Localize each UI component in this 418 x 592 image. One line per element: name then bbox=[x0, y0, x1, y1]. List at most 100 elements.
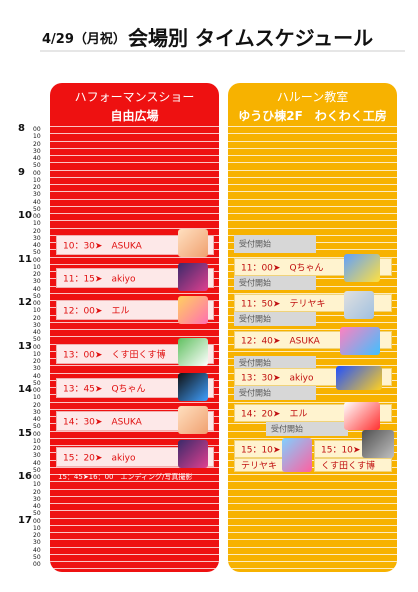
grid-line bbox=[50, 430, 219, 432]
grid-line bbox=[228, 524, 397, 526]
grid-line bbox=[228, 474, 397, 475]
grid-line bbox=[50, 133, 219, 135]
grid-line bbox=[228, 481, 397, 483]
slot-label: 13：45➤ Qちゃん bbox=[63, 384, 146, 395]
reception-label: 受付開始 bbox=[239, 314, 271, 324]
schedule-slot: 10：30➤ ASUKA bbox=[56, 235, 214, 255]
minute-label: 00 bbox=[33, 126, 41, 133]
panel-venue: ゆうひ棟2F わくわく工房 bbox=[238, 109, 387, 123]
slot-label: 10：30➤ ASUKA bbox=[63, 241, 142, 252]
slot-label: 15：10➤ bbox=[321, 445, 361, 456]
minute-label: 00 bbox=[33, 474, 41, 481]
grid-line bbox=[228, 155, 397, 156]
page-header: 4/29（月祝） 会場別 タイムスケジュール bbox=[0, 22, 418, 50]
slot-label: 14：30➤ ASUKA bbox=[63, 417, 142, 428]
grid-line bbox=[50, 256, 219, 258]
minute-label: 30 bbox=[33, 408, 41, 416]
schedule-slot: 11：15➤ akiyo bbox=[56, 268, 214, 288]
slot-label: くす田くす博 bbox=[321, 461, 376, 472]
slot-label: 15：20➤ akiyo bbox=[63, 453, 136, 464]
grid-line bbox=[228, 517, 397, 519]
reception-label: 受付開始 bbox=[239, 358, 271, 368]
minute-label: 30 bbox=[33, 495, 41, 503]
minute-label: 00 bbox=[33, 300, 41, 307]
minute-label: 40 bbox=[33, 546, 41, 554]
grid-line bbox=[50, 445, 219, 446]
minute-label: 00 bbox=[33, 430, 41, 438]
grid-line bbox=[50, 401, 219, 403]
minute-label: 40 bbox=[33, 285, 41, 293]
slot-label: 11：15➤ akiyo bbox=[63, 274, 136, 285]
minute-label: 50 bbox=[33, 379, 41, 387]
grid-line bbox=[228, 213, 397, 214]
minute-label: 00 bbox=[33, 561, 41, 568]
performer-photo bbox=[178, 338, 208, 366]
grid-line bbox=[50, 336, 219, 338]
grid-line bbox=[50, 126, 219, 127]
minute-label: 10 bbox=[33, 263, 41, 271]
performer-photo bbox=[178, 296, 208, 324]
performer-photo bbox=[178, 263, 208, 291]
grid-line bbox=[228, 184, 397, 185]
grid-line bbox=[228, 198, 397, 200]
grid-line bbox=[228, 140, 397, 142]
reception-label: 受付開始 bbox=[239, 278, 271, 288]
grid-line bbox=[50, 213, 219, 214]
minute-label: 30 bbox=[33, 278, 41, 286]
minute-label: 50 bbox=[33, 162, 41, 170]
minute-label: 10 bbox=[33, 176, 41, 184]
balloon-photo bbox=[344, 254, 380, 282]
reception-label: 受付開始 bbox=[239, 388, 271, 398]
grid-line bbox=[228, 329, 397, 330]
minute-label: 40 bbox=[33, 242, 41, 249]
grid-line bbox=[228, 205, 397, 207]
grid-line bbox=[228, 532, 397, 533]
grid-line bbox=[228, 176, 397, 178]
minute-label: 30 bbox=[33, 147, 41, 155]
reception-bar: 受付開始 bbox=[234, 276, 316, 290]
grid-line bbox=[228, 292, 397, 294]
grid-line bbox=[228, 147, 397, 149]
slot-label: 14：20➤ エル bbox=[241, 409, 308, 420]
minute-label: 00 bbox=[33, 213, 41, 220]
minute-label: 40 bbox=[33, 155, 41, 162]
grid-line bbox=[50, 263, 219, 265]
minute-label: 40 bbox=[33, 198, 41, 206]
minute-label: 40 bbox=[33, 503, 41, 510]
minute-label: 10 bbox=[33, 307, 41, 315]
grid-line bbox=[228, 445, 397, 446]
grid-line bbox=[228, 169, 397, 171]
reception-label: 受付開始 bbox=[271, 424, 303, 434]
grid-line bbox=[228, 568, 397, 570]
balloon-photo bbox=[344, 402, 380, 430]
grid-line bbox=[50, 481, 219, 483]
grid-line bbox=[50, 220, 219, 222]
reception-bar: 受付開始 bbox=[234, 356, 316, 370]
minute-label: 40 bbox=[33, 416, 41, 423]
slot-label: 11：00➤ Qちゃん bbox=[241, 263, 324, 274]
reception-bar: 受付開始 bbox=[266, 422, 348, 436]
balloon-photo bbox=[282, 438, 312, 472]
hour-label: 11 bbox=[18, 253, 32, 265]
grid-line bbox=[228, 539, 397, 541]
grid-line bbox=[50, 503, 219, 504]
reception-bar: 受付開始 bbox=[234, 312, 316, 326]
grid-line bbox=[228, 459, 397, 461]
date-label: 4/29（月祝） bbox=[42, 32, 126, 47]
panel-title: ハルーン教室 bbox=[276, 90, 349, 104]
grid-line bbox=[50, 466, 219, 468]
balloon-photo bbox=[336, 366, 382, 390]
minute-label: 20 bbox=[33, 401, 41, 409]
grid-line bbox=[228, 546, 397, 548]
slot-label: 13：00➤ くす田くす博 bbox=[63, 350, 166, 361]
grid-line bbox=[50, 437, 219, 439]
schedule-slot: 13：00➤ くす田くす博 bbox=[56, 344, 214, 364]
grid-line bbox=[50, 561, 219, 562]
grid-line bbox=[50, 321, 219, 323]
grid-line bbox=[228, 488, 397, 490]
grid-line bbox=[50, 474, 219, 475]
balloon-photo bbox=[362, 430, 394, 458]
grid-line bbox=[50, 408, 219, 410]
grid-line bbox=[50, 162, 219, 164]
minute-label: 10 bbox=[33, 437, 41, 445]
